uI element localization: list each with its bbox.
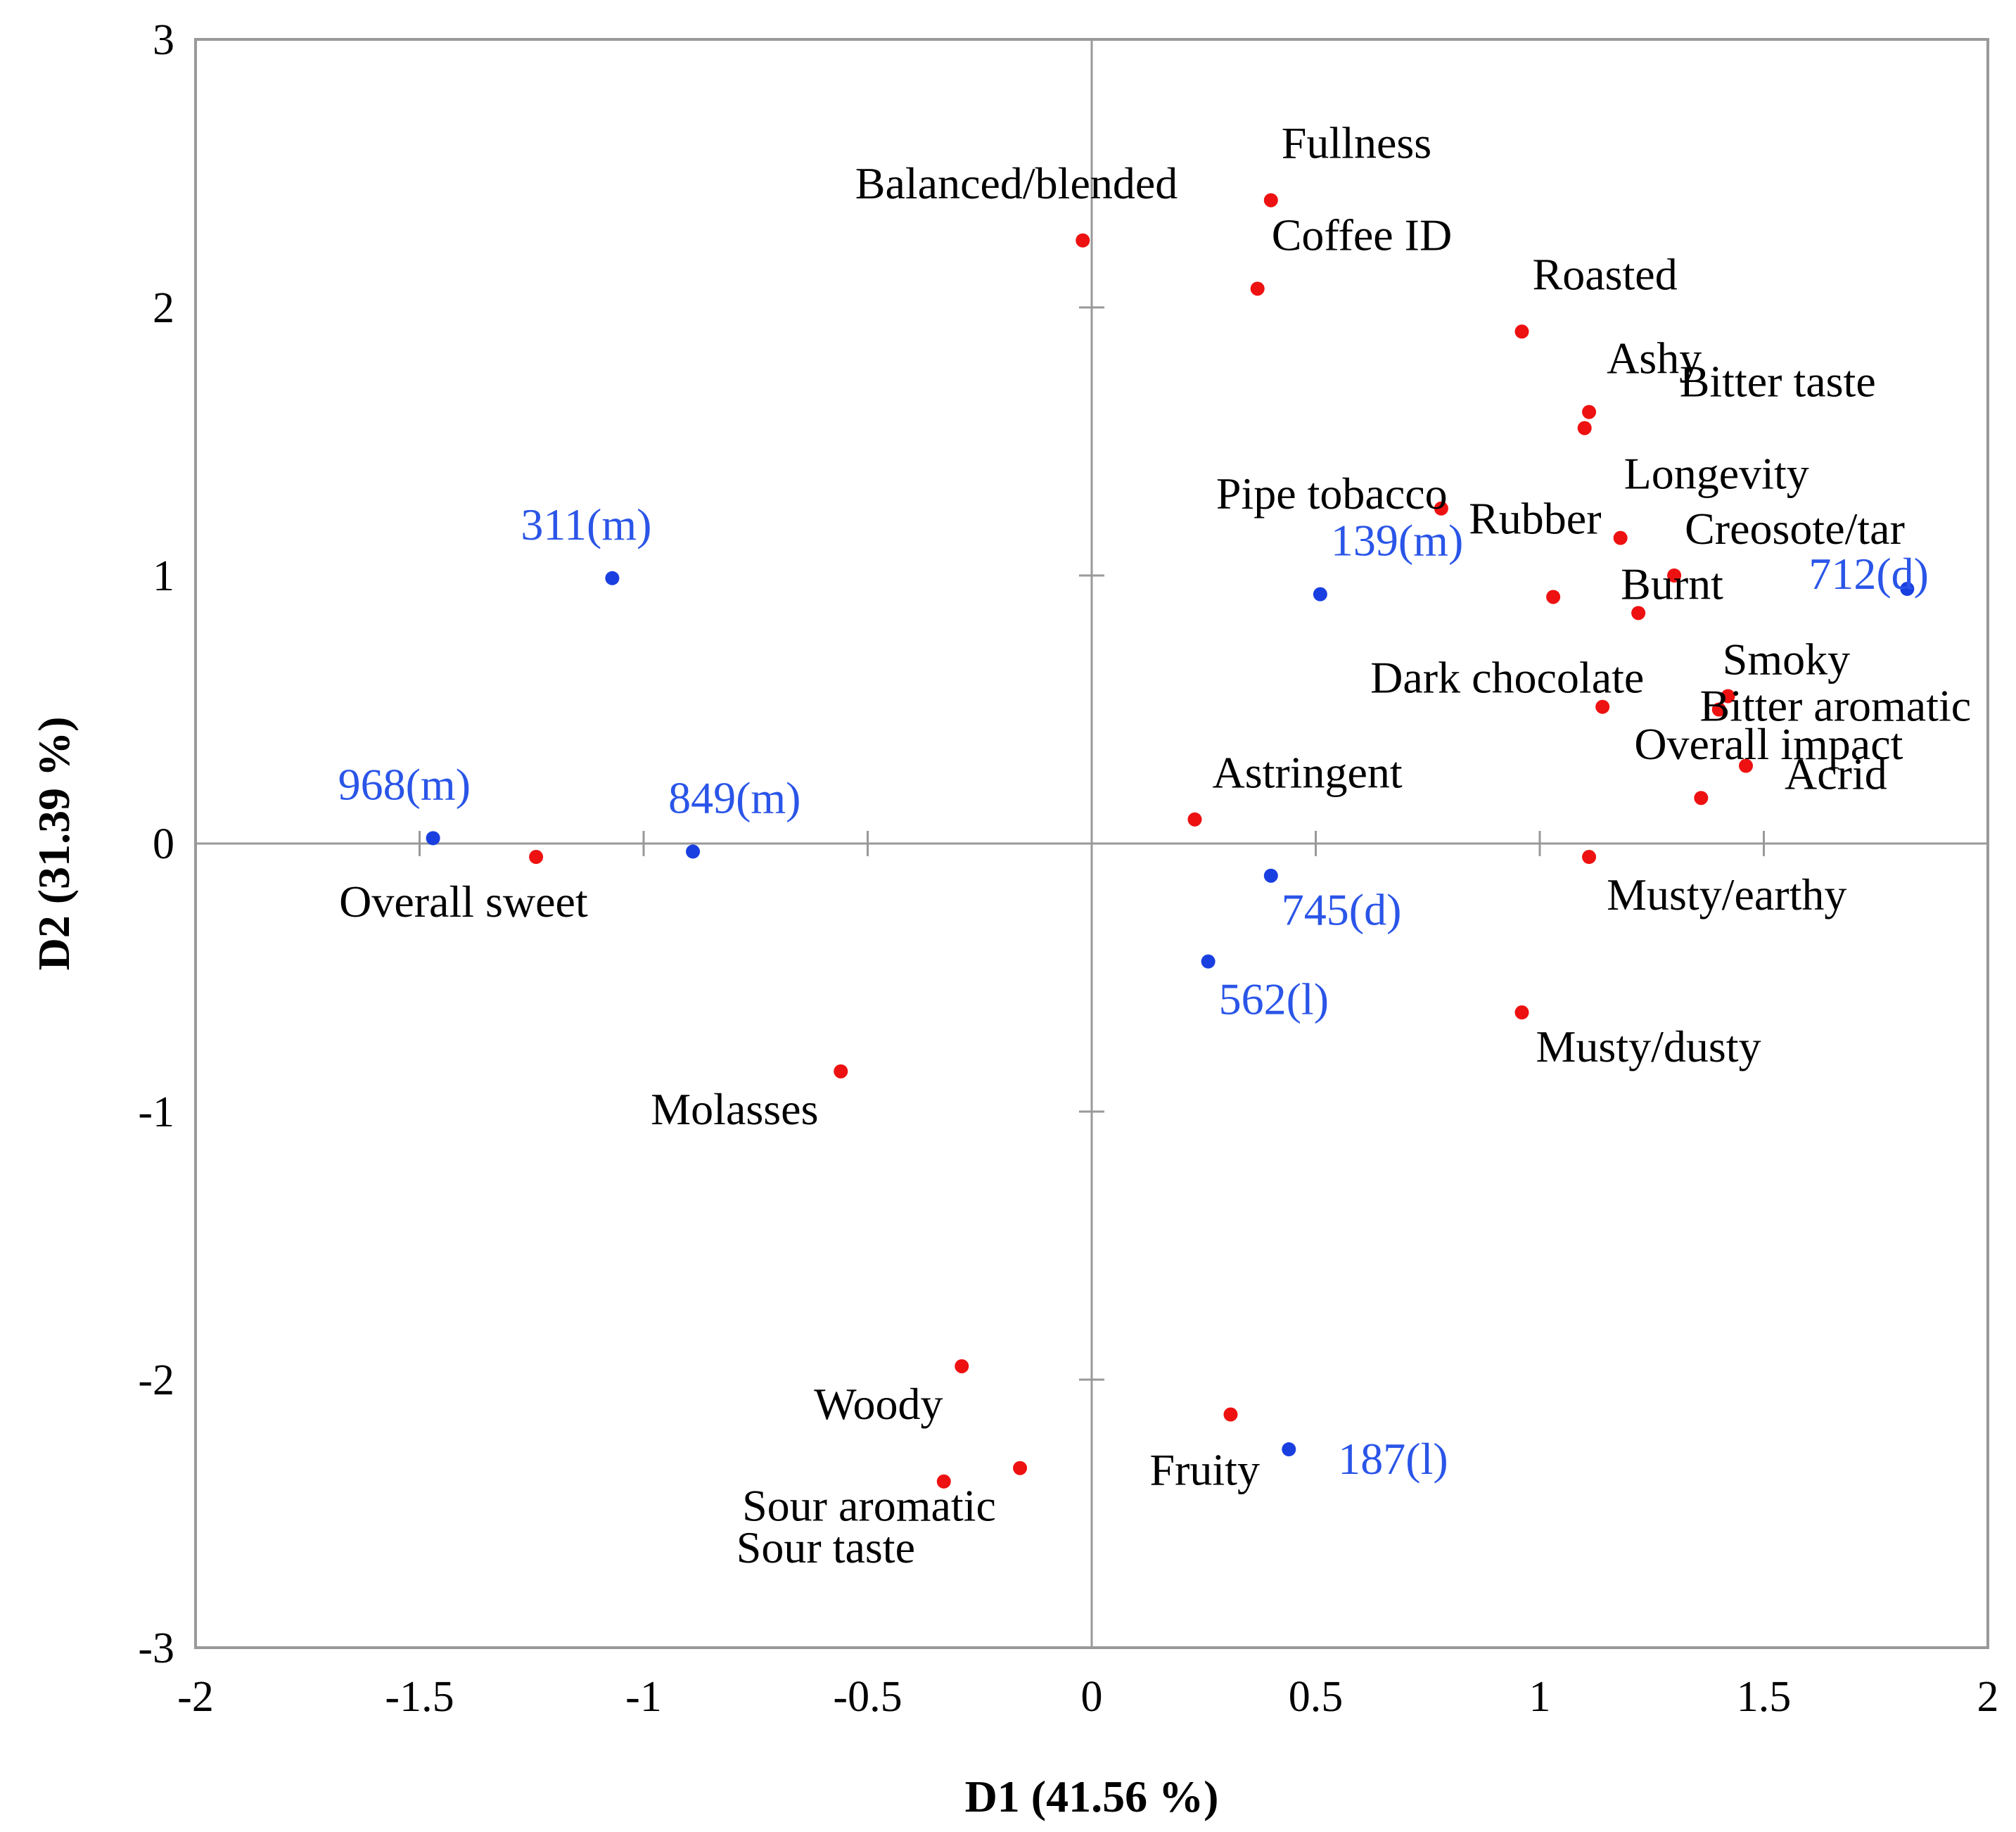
attribute-label-dark-chocolate: Dark chocolate [1370, 653, 1644, 703]
y-tick-label: 0 [153, 820, 174, 868]
attribute-label-ashy: Ashy [1607, 333, 1702, 383]
product-label-745-d: 745(d) [1282, 885, 1402, 935]
attribute-point-sour-taste [936, 1474, 951, 1489]
attribute-label-balanced-blended: Balanced/blended [855, 158, 1178, 208]
points-layer [426, 193, 1915, 1489]
x-tick-label: -0.5 [833, 1673, 902, 1721]
attribute-label-fruity: Fruity [1149, 1445, 1259, 1495]
product-label-139-m: 139(m) [1331, 516, 1463, 566]
attribute-point-rubber [1546, 590, 1561, 604]
attribute-point-fullness [1263, 193, 1278, 208]
attribute-point-bitter-taste [1577, 421, 1592, 435]
attribute-point-roasted [1514, 324, 1529, 339]
product-label-562-l: 562(l) [1219, 974, 1329, 1024]
product-point-187-l [1282, 1442, 1296, 1457]
attribute-point-bitter-aromatic [1721, 689, 1735, 704]
attribute-point-ashy [1582, 405, 1597, 419]
x-axis-title: D1 (41.56 %) [965, 1771, 1219, 1821]
attribute-point-woody [955, 1359, 969, 1373]
attribute-point-molasses [834, 1064, 848, 1079]
x-tick-label: -1.5 [385, 1673, 454, 1721]
attribute-label-bitter-aromatic: Bitter aromatic [1700, 680, 1972, 730]
labels-layer: Fullness Balanced/blended Coffee ID Roasted… [338, 118, 1972, 1572]
x-tick-label: 0 [1081, 1673, 1103, 1721]
attribute-label-sour-aromatic: Sour aromatic [742, 1481, 996, 1531]
attribute-label-musty-earthy: Musty/earthy [1607, 870, 1846, 920]
attribute-point-sour-aromatic [1013, 1461, 1028, 1475]
attribute-label-sour-taste: Sour taste [736, 1522, 915, 1572]
y-axis-title: D2 (31.39 %) [29, 717, 79, 971]
y-tick-label: 2 [153, 284, 174, 332]
y-tick-label: 1 [153, 552, 174, 600]
x-tick-label: 2 [1977, 1673, 1999, 1721]
attribute-label-fullness: Fullness [1282, 118, 1431, 168]
attribute-label-pipe-tobacco: Pipe tobacco [1216, 469, 1448, 519]
attribute-label-creosote-tar: Creosote/tar [1685, 504, 1905, 554]
product-label-849-m: 849(m) [668, 772, 800, 822]
attribute-label-burnt: Burnt [1621, 559, 1723, 609]
attribute-point-overall-impact [1694, 791, 1709, 806]
attribute-point-balanced-blended [1076, 233, 1090, 248]
product-point-139-m [1313, 587, 1327, 602]
attribute-point-creosote-tar [1667, 568, 1682, 583]
attribute-point-smoky [1711, 702, 1726, 717]
attribute-label-overall-impact: Overall impact [1634, 719, 1903, 769]
attribute-point-pipe-tobacco [1434, 501, 1448, 516]
attribute-label-rubber: Rubber [1469, 493, 1601, 543]
attribute-label-molasses: Molasses [651, 1084, 818, 1134]
product-label-968-m: 968(m) [338, 759, 471, 809]
attribute-label-roasted: Roasted [1533, 249, 1678, 299]
attribute-label-overall-sweet: Overall sweet [339, 877, 588, 927]
product-point-745-d [1263, 868, 1278, 883]
attribute-label-bitter-taste: Bitter taste [1680, 356, 1876, 406]
attribute-point-fruity [1223, 1407, 1238, 1422]
y-tick-label: -1 [138, 1088, 174, 1136]
x-tick-label: 1 [1529, 1673, 1551, 1721]
attribute-label-astringent: Astringent [1213, 748, 1403, 798]
y-tick-label: -2 [138, 1356, 174, 1404]
product-point-849-m [686, 844, 701, 859]
product-point-968-m [426, 831, 440, 846]
attribute-point-acrid [1739, 758, 1754, 773]
attribute-label-smoky: Smoky [1723, 635, 1850, 685]
attribute-point-dark-chocolate [1595, 699, 1610, 714]
attribute-label-coffee-id: Coffee ID [1272, 210, 1453, 260]
y-tick-label: 3 [153, 16, 174, 64]
attribute-point-longevity [1613, 530, 1628, 545]
attribute-label-acrid: Acrid [1785, 749, 1887, 799]
x-tick-label: 0.5 [1289, 1673, 1344, 1721]
product-label-311-m: 311(m) [521, 500, 651, 549]
attribute-point-burnt [1631, 606, 1646, 621]
product-point-562-l [1201, 954, 1216, 969]
attribute-point-musty-dusty [1514, 1005, 1529, 1020]
x-tick-label: -2 [177, 1673, 214, 1721]
attribute-label-longevity: Longevity [1624, 449, 1809, 499]
product-label-187-l: 187(l) [1338, 1434, 1448, 1484]
attribute-point-coffee-id [1250, 281, 1265, 296]
y-tick-label: -3 [138, 1624, 174, 1672]
attribute-label-musty-dusty: Musty/dusty [1536, 1022, 1761, 1071]
attribute-label-woody: Woody [814, 1379, 943, 1429]
x-tick-label: 1.5 [1737, 1673, 1792, 1721]
attribute-point-astringent [1187, 812, 1202, 827]
product-point-311-m [605, 571, 620, 585]
attribute-point-overall-sweet [529, 850, 544, 865]
x-tick-label: -1 [625, 1673, 662, 1721]
product-label-712-d: 712(d) [1808, 549, 1929, 599]
attribute-point-musty-earthy [1582, 850, 1597, 865]
product-point-712-d [1900, 582, 1915, 597]
